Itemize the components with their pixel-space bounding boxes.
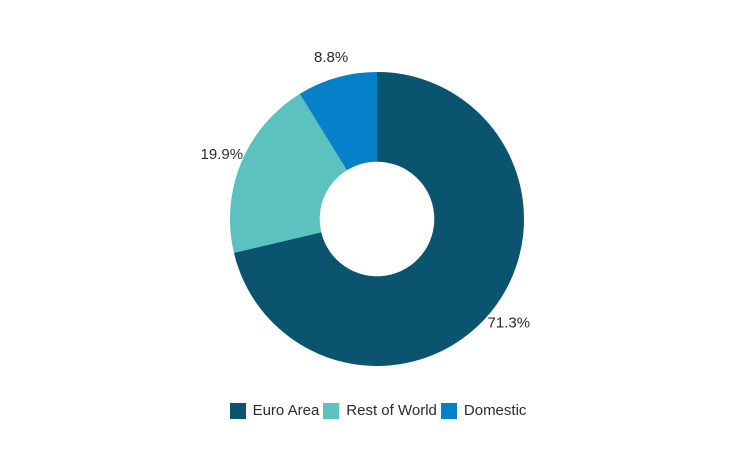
slice-label-domestic: 8.8%	[314, 49, 348, 66]
legend-label-euro-area: Euro Area	[252, 402, 320, 419]
chart-legend: Euro Area Rest of World Domestic	[0, 402, 756, 420]
legend-swatch-domestic	[440, 403, 457, 419]
donut-segment-euro-area[interactable]	[233, 72, 524, 366]
donut-segment-domestic[interactable]	[299, 72, 377, 171]
legend-item-rest-of-world[interactable]: Rest of World	[323, 402, 437, 420]
legend-item-euro-area[interactable]: Euro Area	[229, 402, 320, 420]
slice-label-euro-area: 71.3%	[488, 315, 531, 332]
legend-swatch-rest-of-world	[323, 403, 340, 419]
slice-label-rest-of-world: 19.9%	[201, 146, 244, 163]
legend-item-domestic[interactable]: Domestic	[440, 402, 527, 420]
donut-segment-rest-of-world[interactable]	[229, 93, 347, 253]
legend-label-rest-of-world: Rest of World	[346, 402, 437, 419]
legend-swatch-euro-area	[229, 403, 246, 419]
legend-label-domestic: Domestic	[463, 402, 527, 419]
